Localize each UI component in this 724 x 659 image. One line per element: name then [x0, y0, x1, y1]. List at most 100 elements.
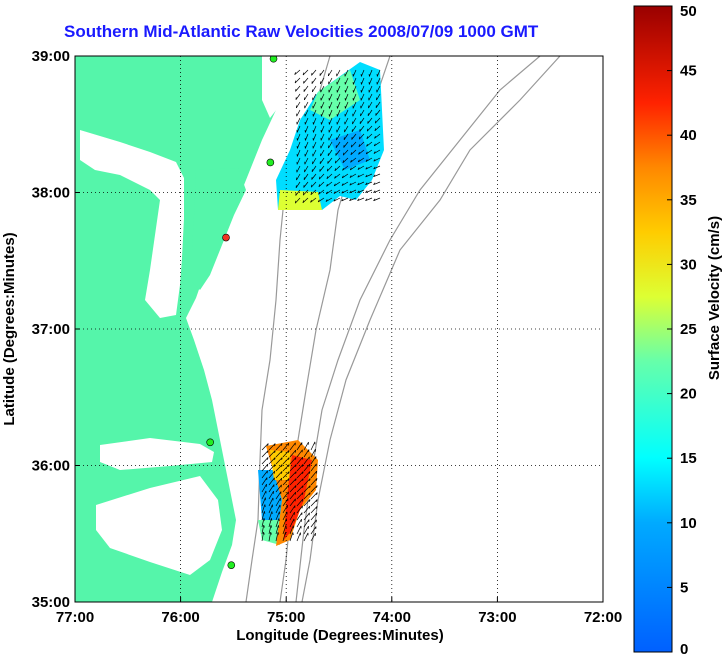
velocity-arrow	[365, 181, 373, 186]
velocity-arrow	[282, 450, 290, 458]
velocity-arrow	[303, 77, 309, 84]
velocity-arrow-head	[349, 175, 352, 178]
velocity-arrow	[303, 189, 309, 196]
velocity-arrow	[328, 93, 333, 101]
velocity-arrow	[310, 456, 317, 465]
velocity-arrow-head	[274, 443, 276, 446]
velocity-arrow	[311, 165, 317, 173]
velocity-arrow-head	[287, 485, 290, 488]
colorbar-label: Surface Velocity (cm/s)	[706, 216, 723, 380]
velocity-arrow	[342, 165, 349, 171]
velocity-arrow	[296, 442, 303, 451]
velocity-arrow	[289, 485, 297, 493]
velocity-arrow	[282, 518, 287, 528]
velocity-arrow	[373, 189, 381, 193]
velocity-arrow-head	[267, 443, 269, 447]
velocity-arrow	[310, 449, 316, 458]
velocity-arrow-head	[288, 478, 290, 481]
velocity-arrow	[312, 141, 317, 149]
x-tick-label: 77:00	[56, 609, 94, 626]
velocity-arrow	[303, 526, 309, 535]
velocity-arrow	[350, 149, 357, 156]
velocity-arrow	[349, 181, 357, 186]
velocity-arrow-head	[288, 471, 290, 475]
velocity-arrow	[337, 93, 341, 101]
velocity-arrow	[336, 109, 341, 117]
velocity-arrow-head	[295, 464, 297, 467]
velocity-arrow-head	[357, 174, 360, 178]
velocity-arrow	[312, 101, 317, 109]
velocity-arrow-head	[309, 499, 311, 502]
velocity-arrow	[296, 492, 304, 500]
y-tick-label: 39:00	[32, 48, 70, 65]
velocity-arrow	[335, 141, 341, 149]
velocity-arrow-head	[366, 128, 369, 132]
velocity-arrow-head	[302, 478, 304, 482]
velocity-arrow-head	[316, 485, 318, 488]
velocity-arrow-head	[350, 144, 353, 148]
velocity-arrow	[375, 101, 381, 109]
velocity-arrow	[342, 157, 349, 164]
velocity-arrow	[289, 518, 295, 528]
velocity-arrow-head	[278, 525, 280, 528]
velocity-arrow-head	[334, 168, 337, 171]
velocity-arrow	[289, 464, 297, 472]
velocity-arrow	[376, 77, 381, 85]
velocity-arrow-head	[357, 167, 360, 170]
velocity-arrow	[275, 498, 281, 507]
velocity-arrow-head	[285, 532, 287, 535]
x-tick-label: 76:00	[161, 609, 199, 626]
velocity-arrow	[289, 525, 294, 535]
velocity-arrow	[289, 442, 296, 451]
velocity-arrow	[368, 101, 373, 109]
velocity-arrow	[357, 189, 365, 194]
velocity-arrow	[289, 491, 297, 500]
velocity-arrow	[325, 197, 333, 202]
velocity-arrow	[275, 471, 283, 479]
velocity-arrow	[373, 181, 381, 185]
velocity-arrow-head	[295, 471, 297, 475]
velocity-arrow	[335, 157, 341, 164]
velocity-arrow-head	[281, 450, 283, 453]
colorbar-tick-label: 45	[680, 63, 697, 80]
velocity-arrow	[357, 173, 365, 178]
velocity-arrow	[358, 141, 365, 148]
velocity-arrow	[304, 117, 309, 125]
velocity-arrow-head	[288, 450, 290, 453]
velocity-arrow-head	[357, 182, 360, 186]
velocity-arrow	[320, 85, 325, 93]
velocity-arrow	[268, 504, 273, 514]
velocity-arrow	[261, 497, 266, 507]
velocity-arrow	[366, 141, 373, 147]
velocity-arrow	[320, 101, 325, 109]
velocity-arrow-head	[264, 511, 266, 514]
velocity-arrow-head	[274, 457, 276, 461]
velocity-arrow	[310, 499, 318, 507]
velocity-arrow	[296, 478, 304, 486]
velocity-arrow	[344, 69, 349, 77]
x-tick-label: 74:00	[373, 609, 411, 626]
velocity-arrow-head	[326, 176, 329, 179]
velocity-arrow-head	[294, 80, 297, 84]
velocity-arrow-head	[358, 136, 361, 140]
velocity-arrow	[310, 492, 318, 500]
velocity-arrow	[261, 511, 265, 521]
velocity-arrow	[296, 498, 304, 507]
velocity-arrow-head	[357, 198, 360, 201]
velocity-arrow-head	[316, 478, 318, 481]
velocity-arrow	[312, 109, 317, 117]
velocity-arrow-head	[365, 182, 368, 185]
velocity-arrow-head	[267, 457, 269, 460]
velocity-arrow	[375, 109, 381, 116]
velocity-arrow-head	[334, 160, 337, 164]
map-title: Southern Mid-Atlantic Raw Velocities 200…	[64, 22, 539, 41]
velocity-arrow	[336, 133, 341, 141]
velocity-arrow	[275, 464, 283, 472]
velocity-arrow	[261, 504, 266, 514]
velocity-arrow	[320, 93, 325, 101]
velocity-arrow	[282, 457, 290, 465]
y-tick-label: 36:00	[32, 458, 70, 475]
velocity-arrow	[367, 117, 373, 124]
